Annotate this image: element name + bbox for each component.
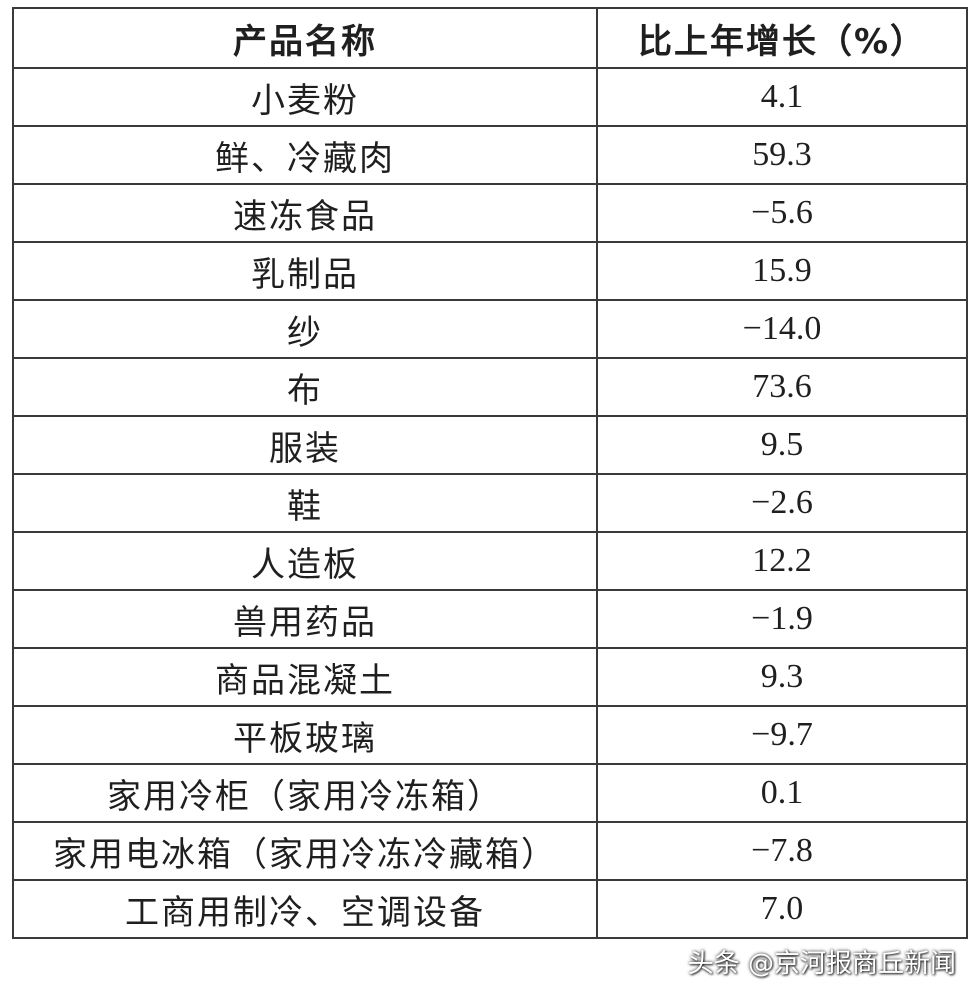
table-row: 平板玻璃 −9.7 [12,705,968,765]
product-name-cell: 人造板 [12,531,598,591]
growth-value-cell: 4.1 [596,67,968,127]
table-row: 工商用制冷、空调设备 7.0 [12,879,968,939]
growth-value-cell: 0.1 [596,763,968,823]
source-watermark: 头条 @京河报商丘新闻 [687,949,956,979]
growth-value-cell: −1.9 [596,589,968,649]
product-growth-table: 产品名称 比上年增长（%） 小麦粉 4.1 鲜、冷藏肉 59.3 速冻食品 −5… [12,7,968,939]
table-row: 纱 −14.0 [12,299,968,359]
table-row: 布 73.6 [12,357,968,417]
product-name-cell: 乳制品 [12,241,598,301]
growth-value-cell: −5.6 [596,183,968,243]
table-row: 兽用药品 −1.9 [12,589,968,649]
growth-value-cell: −9.7 [596,705,968,765]
growth-value-cell: 9.5 [596,415,968,475]
growth-value-cell: 12.2 [596,531,968,591]
table-row: 鞋 −2.6 [12,473,968,533]
product-name-cell: 鞋 [12,473,598,533]
growth-table-container: 产品名称 比上年增长（%） 小麦粉 4.1 鲜、冷藏肉 59.3 速冻食品 −5… [12,7,968,939]
table-row: 乳制品 15.9 [12,241,968,301]
table-row: 人造板 12.2 [12,531,968,591]
table-row: 商品混凝土 9.3 [12,647,968,707]
product-name-cell: 鲜、冷藏肉 [12,125,598,185]
product-name-cell: 小麦粉 [12,67,598,127]
growth-value-cell: 59.3 [596,125,968,185]
table-row: 家用冷柜（家用冷冻箱） 0.1 [12,763,968,823]
product-name-cell: 商品混凝土 [12,647,598,707]
product-name-cell: 服装 [12,415,598,475]
product-name-cell: 兽用药品 [12,589,598,649]
product-name-cell: 家用电冰箱（家用冷冻冷藏箱） [12,821,598,881]
product-name-cell: 平板玻璃 [12,705,598,765]
growth-value-cell: 15.9 [596,241,968,301]
table-header-row: 产品名称 比上年增长（%） [12,7,968,69]
table-row: 服装 9.5 [12,415,968,475]
product-name-cell: 布 [12,357,598,417]
growth-value-cell: −7.8 [596,821,968,881]
growth-value-cell: 9.3 [596,647,968,707]
growth-value-cell: −2.6 [596,473,968,533]
product-name-cell: 纱 [12,299,598,359]
header-product-name: 产品名称 [12,7,598,69]
product-name-cell: 速冻食品 [12,183,598,243]
table-row: 鲜、冷藏肉 59.3 [12,125,968,185]
product-name-cell: 家用冷柜（家用冷冻箱） [12,763,598,823]
growth-value-cell: −14.0 [596,299,968,359]
table-row: 小麦粉 4.1 [12,67,968,127]
growth-value-cell: 73.6 [596,357,968,417]
table-row: 速冻食品 −5.6 [12,183,968,243]
header-growth-percent: 比上年增长（%） [596,7,968,69]
growth-value-cell: 7.0 [596,879,968,939]
product-name-cell: 工商用制冷、空调设备 [12,879,598,939]
table-row: 家用电冰箱（家用冷冻冷藏箱） −7.8 [12,821,968,881]
